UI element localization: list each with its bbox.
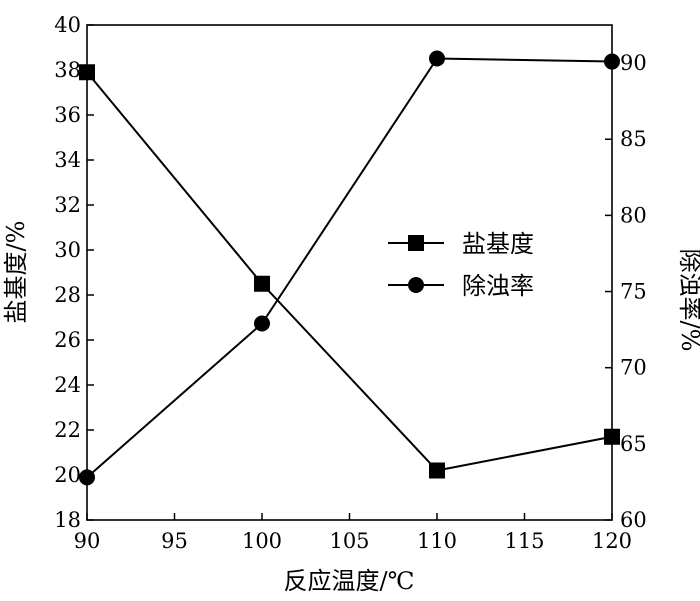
right-y-axis: 60 65 70 75 80 85 90 (605, 51, 647, 532)
x-tick-label: 110 (417, 529, 457, 553)
series-2-point (429, 50, 445, 67)
series-layer (79, 50, 620, 486)
series-1-line (86, 71, 613, 472)
series-2 (79, 50, 620, 486)
series-1-point (79, 64, 95, 81)
legend-marker-2 (408, 277, 424, 293)
x-tick-label: 120 (592, 529, 632, 553)
legend-label-1: 盐基度 (462, 230, 534, 258)
left-y-tick-label: 30 (54, 238, 81, 262)
right-y-axis-title: 除浊率/% (676, 249, 700, 352)
right-y-tick-label: 70 (620, 356, 647, 380)
left-y-tick-label: 32 (54, 193, 81, 217)
series-1-point (429, 462, 445, 479)
left-y-tick-label: 28 (54, 283, 81, 307)
left-y-tick-label: 38 (54, 58, 81, 82)
series-2-point (604, 53, 620, 70)
left-y-axis: 18 20 22 24 26 28 30 32 34 36 38 40 (54, 13, 94, 532)
right-y-tick-label: 60 (620, 508, 647, 532)
x-tick-label: 105 (329, 529, 369, 553)
series-2-point (254, 315, 270, 332)
series-2-point (79, 469, 95, 486)
right-y-tick-label: 65 (620, 432, 647, 456)
left-y-tick-label: 24 (54, 373, 81, 397)
x-axis-title: 反应温度/℃ (284, 567, 415, 595)
legend-marker-1 (408, 235, 424, 251)
series-1-point (254, 275, 270, 292)
right-y-tick-label: 90 (620, 51, 647, 75)
legend-label-2: 除浊率 (462, 272, 534, 300)
series-1 (79, 64, 620, 479)
left-y-tick-label: 22 (54, 418, 81, 442)
x-axis: 90 95 100 105 110 115 120 (74, 513, 632, 553)
right-y-tick-label: 75 (620, 280, 647, 304)
x-tick-label: 95 (161, 529, 188, 553)
x-tick-label: 115 (504, 529, 544, 553)
left-y-tick-label: 26 (54, 328, 81, 352)
right-y-tick-label: 80 (620, 203, 647, 227)
series-1-point (604, 428, 620, 445)
left-y-axis-title: 盐基度/% (2, 221, 30, 324)
series-2-line (86, 57, 613, 479)
left-y-tick-label: 36 (54, 103, 81, 127)
left-y-tick-label: 20 (54, 463, 81, 487)
left-y-tick-label: 18 (54, 508, 81, 532)
left-y-tick-label: 40 (54, 13, 81, 37)
right-y-tick-label: 85 (620, 127, 647, 151)
x-tick-label: 90 (74, 529, 101, 553)
x-tick-label: 100 (242, 529, 282, 553)
left-y-tick-label: 34 (54, 148, 81, 172)
